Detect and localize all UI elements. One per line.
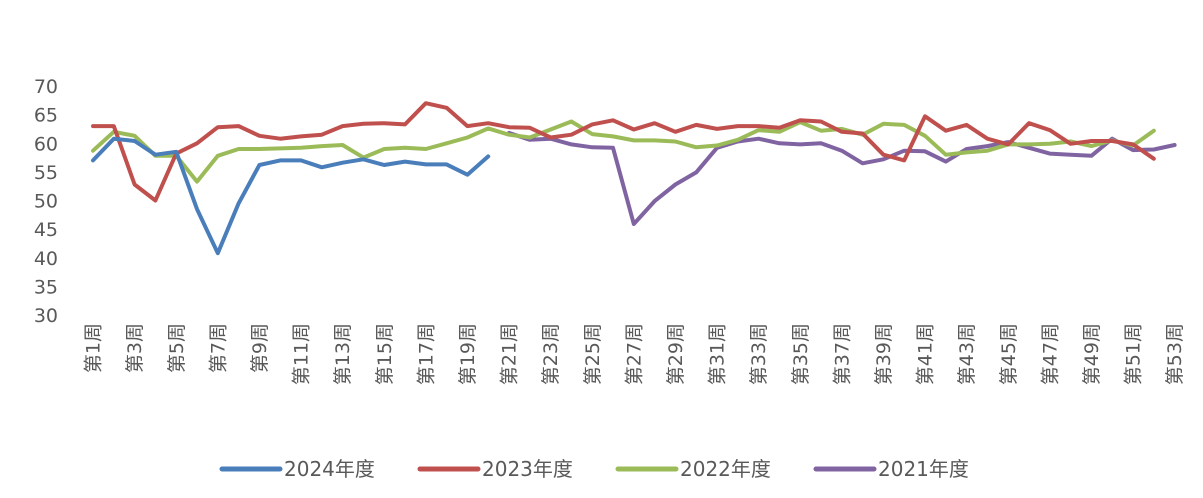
y-tick-label: 35 (34, 276, 58, 298)
x-tick-label: 第49周 (1081, 323, 1103, 385)
legend-label: 2023年度 (482, 457, 573, 481)
y-tick-label: 70 (34, 76, 58, 98)
x-axis: 第1周 第3周 第5周 第7周 第9周 第11周 第13周 第15周 第17周 第19周 第21周第… (83, 323, 1187, 385)
x-tick-label: 第25周 (582, 323, 604, 385)
x-tick-label: 第47周 (1039, 323, 1061, 385)
series-line (507, 130, 1177, 226)
y-tick-label: 55 (34, 162, 58, 184)
x-tick-label: 第15周 (374, 323, 396, 385)
legend: 2024年度 2023年度 2022年度 2021年度 (219, 457, 969, 481)
x-tick-label: 第21周 (499, 323, 521, 385)
y-tick-label: 30 (34, 305, 58, 327)
x-tick-label: 第41周 (915, 323, 937, 385)
x-tick-label: 第17周 (415, 323, 437, 385)
x-tick-label: 第7周 (207, 323, 229, 373)
series-line (91, 136, 491, 256)
legend-label: 2022年度 (680, 457, 771, 481)
y-tick-label: 65 (34, 105, 58, 127)
y-axis: 30 35 40 45 50 55 60 65 70 (34, 76, 58, 327)
plot-lines (91, 101, 1177, 256)
x-tick-label: 第23周 (540, 323, 562, 385)
x-tick-label: 第35周 (790, 323, 812, 385)
x-tick-label: 第43周 (956, 323, 978, 385)
x-tick-label: 第13周 (332, 323, 354, 385)
x-tick-label: 第27周 (623, 323, 645, 385)
x-tick-label: 第1周 (83, 323, 105, 373)
x-tick-label: 第39周 (873, 323, 895, 385)
x-tick-label: 第19周 (457, 323, 479, 385)
y-tick-label: 50 (34, 191, 58, 213)
y-tick-label: 40 (34, 248, 58, 270)
x-tick-label: 第31周 (707, 323, 729, 385)
legend-label: 2024年度 (284, 457, 375, 481)
x-tick-label: 第9周 (249, 323, 271, 373)
x-tick-label: 第3周 (124, 323, 146, 373)
x-tick-label: 第29周 (665, 323, 687, 385)
x-tick-label: 第11周 (291, 323, 313, 385)
x-tick-label: 第53周 (1164, 323, 1186, 385)
x-tick-label: 第37周 (831, 323, 853, 385)
series-line (91, 101, 1156, 203)
x-tick-label: 第5周 (166, 323, 188, 373)
y-tick-label: 60 (34, 133, 58, 155)
x-tick-label: 第33周 (748, 323, 770, 385)
legend-label: 2021年度 (878, 457, 969, 481)
x-tick-label: 第51周 (1123, 323, 1145, 385)
x-tick-label: 第45周 (998, 323, 1020, 385)
y-tick-label: 45 (34, 219, 58, 241)
series-line (91, 119, 1156, 184)
